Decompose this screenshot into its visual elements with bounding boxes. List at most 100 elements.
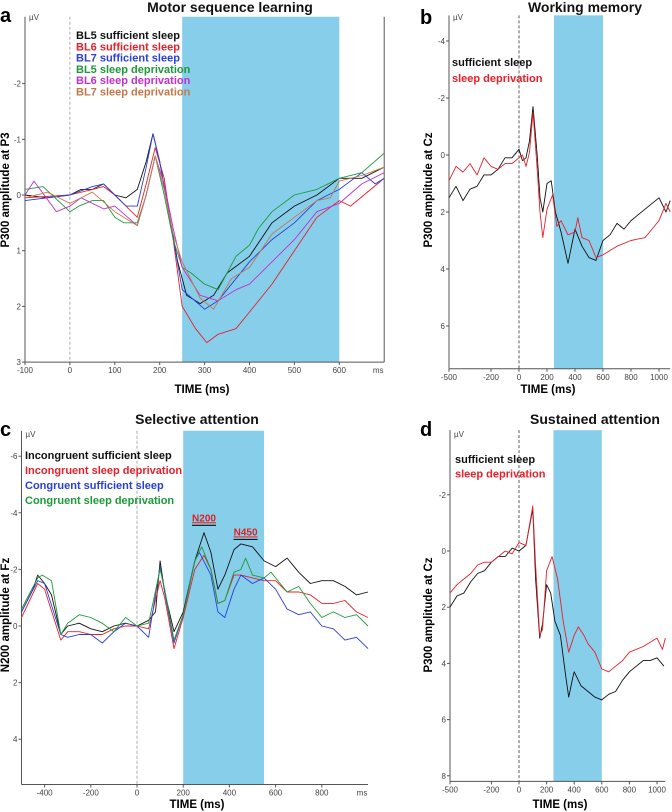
x-tick-label: 0 <box>68 366 73 375</box>
legend-entry: BL6 sufficient sleep <box>76 41 180 53</box>
y-tick-label: 8 <box>442 772 447 781</box>
series-line-bl7-sufficient-sleep <box>24 133 385 310</box>
x-tick-label: 1000 <box>648 785 666 794</box>
chart-title: Working memory <box>528 0 642 15</box>
peak-annotation-n200: N200 <box>192 513 216 524</box>
legend-entry: BL7 sleep deprivation <box>76 87 191 99</box>
y-tick-label: 0 <box>441 151 446 160</box>
x-axis-label: TIME (ms) <box>170 799 225 811</box>
x-tick-label: -500 <box>441 373 458 382</box>
legend-entry: Congruent sleep deprivation <box>25 495 174 507</box>
x-tick-label: 600 <box>596 373 610 382</box>
panel-letter: c <box>0 419 11 441</box>
legend-entry: Incongruent sleep deprivation <box>25 465 182 477</box>
x-tick-label: 600 <box>595 785 609 794</box>
chart-title: Selective attention <box>135 411 259 427</box>
y-tick-label: 2 <box>13 679 18 688</box>
legend-entry: sufficient sleep <box>452 57 532 69</box>
legend-entry: BL5 sleep deprivation <box>76 64 191 76</box>
chart-title: Motor sequence learning <box>147 0 313 15</box>
analysis-window-shade <box>554 15 603 369</box>
panel-letter: b <box>420 7 432 29</box>
series-line-bl6-sufficient-sleep <box>24 147 385 344</box>
legend-entry: sufficient sleep <box>455 454 535 466</box>
x-tick-label: -200 <box>483 785 500 794</box>
x-tick-label: -200 <box>483 373 500 382</box>
y-tick-label: 0 <box>13 622 18 631</box>
y-axis-label: N200 amplitude at Fz <box>0 558 12 673</box>
y-tick-label: 2 <box>441 208 446 217</box>
series-line-bl6-sleep-deprivation <box>24 155 385 302</box>
y-tick-label: -4 <box>10 509 18 518</box>
y-tick-label: -2 <box>14 80 22 89</box>
chart-title: Sustained attention <box>530 411 660 427</box>
y-axis-label: P300 amplitude at Cz <box>423 557 435 672</box>
series-line-sleep-deprivation <box>449 505 666 673</box>
x-tick-label: 600 <box>333 366 347 375</box>
x-axis-label: TIME (ms) <box>175 384 230 396</box>
legend-entry: BL7 sufficient sleep <box>76 53 180 65</box>
x-tick-label: -400 <box>37 788 54 797</box>
panel-b: -4 -2 0 2 4 6 -500 -200 0 200 400 600 800 1000 µV suffi… <box>420 0 671 396</box>
series-line-bl7-sleep-deprivation <box>24 155 385 310</box>
series-line-bl5-sleep-deprivation <box>24 152 385 291</box>
panel-a: -2 -1 0 1 2 3-100 0 100 200 300 400 500 600 ms µV BL5 s… <box>0 0 385 396</box>
y-unit-label: µV <box>454 430 465 439</box>
x-tick-label: 200 <box>177 788 191 797</box>
x-tick-label: 800 <box>623 785 637 794</box>
y-tick-label: 1 <box>17 247 22 256</box>
y-tick-label: 3 <box>17 358 22 367</box>
x-tick-label: 400 <box>568 373 582 382</box>
y-axis-label: P300 amplitude at Cz <box>423 132 435 247</box>
analysis-window-shade <box>183 430 265 785</box>
x-tick-label: 0 <box>517 785 522 794</box>
x-axis-label: TIME (ms) <box>533 799 588 811</box>
x-tick-label: -200 <box>83 788 100 797</box>
legend-entry: Congruent sufficient sleep <box>25 480 164 492</box>
x-tick-label: 200 <box>540 373 554 382</box>
x-tick-label: 0 <box>135 788 140 797</box>
y-tick-label: 4 <box>13 735 18 744</box>
y-tick-label: -2 <box>438 94 446 103</box>
legend-entry: sleep deprivation <box>452 73 543 85</box>
series-line-congruent-sleep-deprivation <box>21 546 369 641</box>
y-tick-label: -2 <box>439 491 447 500</box>
x-tick-label: 100 <box>108 366 122 375</box>
y-tick-label: 6 <box>442 716 447 725</box>
x-tick-label: 300 <box>198 366 212 375</box>
peak-annotation-n450: N450 <box>234 527 258 538</box>
series-line-incongruent-sufficient-sleep <box>21 532 369 635</box>
y-tick-label: 2 <box>442 603 447 612</box>
y-tick-label: 6 <box>441 322 446 331</box>
x-tick-label: 400 <box>568 785 582 794</box>
y-unit-label: µV <box>29 13 40 22</box>
x-tick-label: 0 <box>517 373 522 382</box>
legend-entry: Incongruent sufficient sleep <box>25 450 172 462</box>
y-tick-label: 4 <box>442 659 447 668</box>
legend-entry: sleep deprivation <box>455 469 546 481</box>
x-tick-label: 800 <box>315 788 329 797</box>
y-tick-label: 0 <box>17 191 22 200</box>
x-tick-label: 500 <box>288 366 302 375</box>
y-tick-label: 0 <box>442 547 447 556</box>
y-unit-label: µV <box>26 430 37 439</box>
y-tick-label: -6 <box>10 452 18 461</box>
x-tick-label: 400 <box>223 788 237 797</box>
y-tick-label: -2 <box>10 565 18 574</box>
series-line-sufficient-sleep <box>448 106 671 264</box>
legend-entry: BL6 sleep deprivation <box>76 75 191 87</box>
x-axis-label: TIME (ms) <box>521 384 576 396</box>
y-tick-label: -1 <box>14 135 22 144</box>
x-tick-label: 600 <box>269 788 283 797</box>
y-axis-label: P300 amplitude at P3 <box>0 132 12 247</box>
x-unit-label: ms <box>357 788 368 797</box>
panel-d: -2 0 2 4 6 8 -500 -200 0 200 400 600 800 1000 µV suffic… <box>420 411 666 811</box>
panel-letter: a <box>0 5 12 27</box>
x-unit-label: ms <box>373 366 384 375</box>
x-tick-label: 1000 <box>650 373 668 382</box>
y-unit-label: µV <box>453 13 464 22</box>
x-tick-label: 800 <box>624 373 638 382</box>
x-tick-label: 400 <box>243 366 257 375</box>
x-tick-label: 200 <box>540 785 554 794</box>
